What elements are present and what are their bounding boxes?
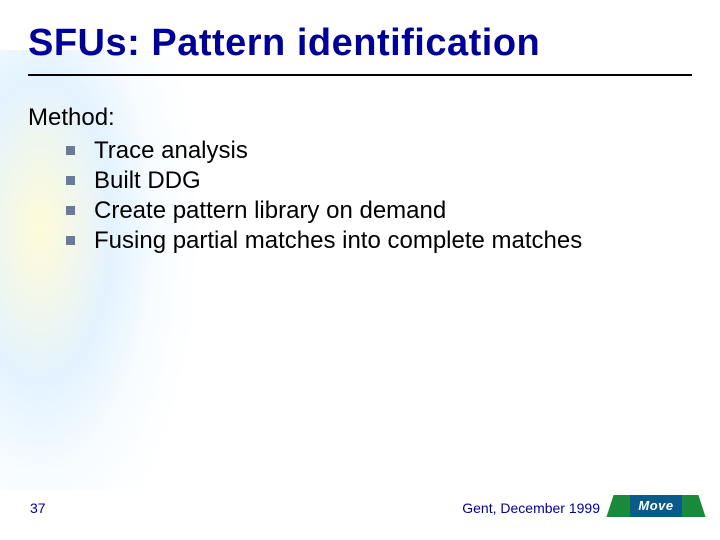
list-item: Built DDG <box>66 166 668 196</box>
title-underline <box>28 74 692 76</box>
footer-text: Gent, December 1999 <box>462 500 600 516</box>
list-item: Trace analysis <box>66 136 668 166</box>
bullet-list: Trace analysis Built DDG Create pattern … <box>28 136 668 256</box>
method-label: Method: <box>28 104 668 132</box>
slide-title: SFUs: Pattern identification <box>28 22 540 65</box>
slide-number: 37 <box>30 500 46 516</box>
logo: Move <box>620 492 692 522</box>
list-item: Fusing partial matches into complete mat… <box>66 226 668 256</box>
list-item: Create pattern library on demand <box>66 196 668 226</box>
logo-text: Move <box>620 492 692 520</box>
content-area: Method: Trace analysis Built DDG Create … <box>28 104 668 256</box>
